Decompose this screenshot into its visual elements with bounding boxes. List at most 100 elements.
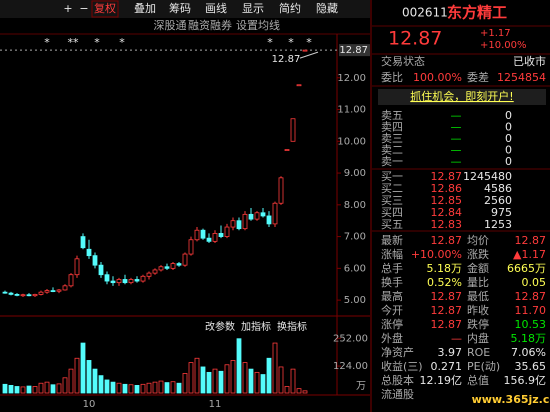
toolbar-button[interactable]: 隐藏 — [316, 2, 338, 15]
volume-bar — [26, 385, 32, 394]
stat-value: 0.271 — [431, 360, 463, 373]
candle-body — [110, 280, 116, 284]
stat-value: 12.19亿 — [420, 374, 463, 387]
banner[interactable]: 抓住机会，即刻开户! — [410, 89, 513, 103]
candle-body — [200, 229, 206, 239]
stock-name: 东方精工 — [447, 4, 507, 22]
max-pointer — [299, 51, 319, 59]
candle-body — [194, 229, 200, 241]
candle-body — [182, 253, 188, 266]
candle-body — [188, 239, 194, 255]
stat-value: 5.18万 — [427, 262, 463, 275]
candle-body — [170, 263, 176, 269]
toolbar-button[interactable]: 画线 — [205, 1, 227, 15]
candle-body — [206, 237, 212, 242]
toolbar-button[interactable]: + — [63, 2, 72, 15]
volume-bar — [254, 371, 260, 394]
order-label: 卖二 — [381, 144, 403, 157]
watermark: www.365jz.com — [472, 393, 550, 406]
ratio-value: 100.00% — [413, 71, 462, 84]
candle-body — [56, 289, 62, 292]
order-price: 12.83 — [431, 218, 463, 231]
toolbar-button[interactable]: 显示 — [242, 2, 264, 15]
marker: * — [119, 36, 125, 49]
volume-bar — [200, 366, 206, 394]
stat-value: 12.87 — [431, 234, 463, 247]
volume-bar — [38, 382, 44, 394]
marker: * — [94, 36, 100, 49]
order-price: — — [451, 155, 462, 168]
tab[interactable]: 深股通 — [154, 19, 187, 32]
stat-label: ROE — [467, 346, 490, 359]
volume-bar — [50, 384, 56, 394]
stat-label: 跌停 — [467, 317, 489, 331]
marker: * — [267, 36, 273, 49]
volume-bar — [62, 377, 68, 394]
status-label: 交易状态 — [381, 54, 425, 68]
stat-label: 均价 — [467, 234, 489, 247]
candle-body — [212, 233, 218, 242]
candle-body — [218, 233, 224, 237]
volume-bar — [20, 386, 26, 394]
volume-bar — [152, 381, 158, 394]
indicator-button[interactable]: 换指标 — [277, 320, 307, 333]
button-frame — [91, 0, 119, 18]
indicator-button[interactable]: 改参数 — [205, 320, 235, 333]
order-price: 12.85 — [431, 194, 463, 207]
candle-body — [62, 285, 68, 291]
order-volume: 0 — [505, 144, 512, 157]
volume-bar — [218, 370, 224, 394]
volume-bar — [116, 382, 122, 394]
stat-value: 12.87 — [515, 234, 547, 247]
banner-bg — [378, 89, 546, 105]
candle-body — [158, 266, 164, 271]
stat-label: 今开 — [381, 303, 403, 317]
volume-bar — [140, 383, 146, 394]
order-price: — — [451, 109, 462, 122]
volume-bar — [224, 364, 230, 394]
vol-tick-label: 252.00 — [333, 333, 368, 344]
vol-unit: 万 — [356, 381, 366, 392]
candle-body — [290, 118, 296, 142]
marker: * — [44, 36, 50, 49]
candle-body — [230, 220, 236, 228]
volume-bar — [230, 360, 236, 394]
candle-body — [68, 274, 74, 287]
stat-value: 5.18万 — [511, 332, 547, 345]
stat-label: 昨收 — [467, 303, 489, 317]
tab[interactable]: 设置均线 — [236, 18, 280, 32]
price: 12.87 — [388, 28, 442, 50]
volume-bar — [92, 368, 98, 394]
toolbar-button[interactable]: − — [79, 2, 88, 15]
ratio-value: 1254854 — [497, 71, 546, 84]
candle-body — [152, 269, 158, 274]
stat-value: ▲1.17 — [513, 248, 546, 261]
order-volume: 4586 — [484, 182, 512, 195]
order-label: 买五 — [381, 218, 403, 231]
volume-bar — [14, 386, 20, 394]
stat-value: 12.87 — [431, 318, 463, 331]
candle-body — [14, 293, 20, 296]
candle-body — [2, 291, 8, 294]
stat-label: 外盘 — [381, 331, 403, 345]
order-label: 卖三 — [381, 132, 403, 145]
order-volume: 0 — [505, 109, 512, 122]
toolbar-button[interactable]: 复权 — [94, 1, 116, 15]
order-price: — — [451, 144, 462, 157]
volume-bar — [164, 382, 170, 394]
ratio-label: 委比 — [381, 71, 403, 84]
tab[interactable]: 融资融券 — [188, 18, 232, 32]
y-tick-label: 12.00 — [337, 73, 366, 84]
toolbar-button[interactable]: 叠加 — [134, 2, 156, 15]
toolbar-button[interactable]: 简约 — [279, 1, 301, 15]
toolbar-button[interactable]: 筹码 — [169, 1, 191, 15]
stat-value: 0.05 — [522, 276, 547, 289]
volume-bar — [2, 383, 8, 394]
order-label: 买二 — [381, 182, 403, 195]
stat-label: PE(动) — [467, 360, 500, 373]
indicator-button[interactable]: 加指标 — [241, 320, 271, 333]
stat-value: 35.65 — [515, 360, 547, 373]
order-volume: 2560 — [484, 194, 512, 207]
order-volume: 1245480 — [463, 170, 512, 183]
